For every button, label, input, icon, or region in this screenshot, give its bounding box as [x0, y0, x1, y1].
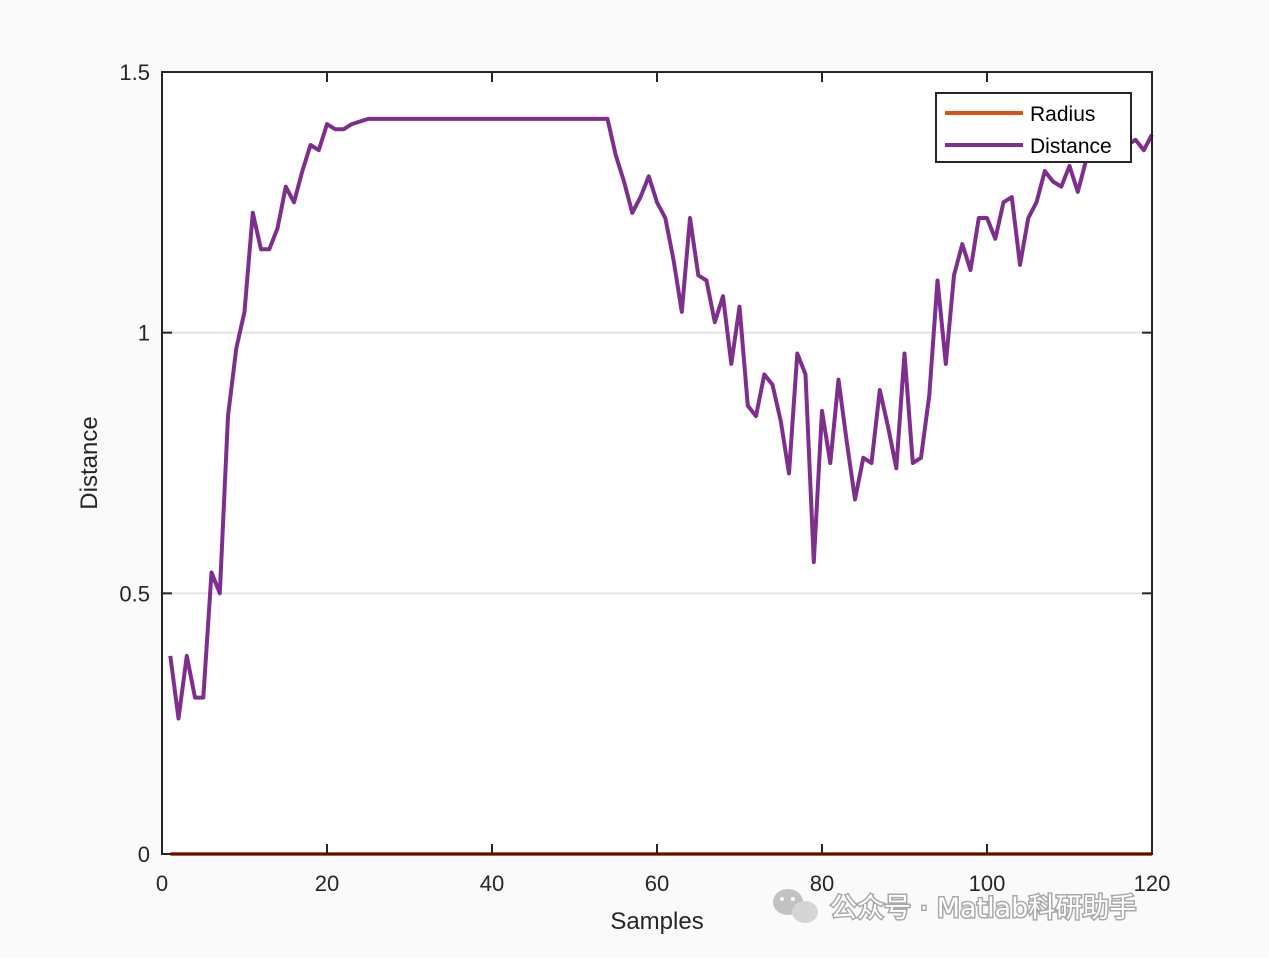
x-tick-label: 60 — [645, 871, 669, 896]
x-tick-label: 80 — [810, 871, 834, 896]
y-tick-label: 1.5 — [119, 60, 150, 85]
plot-area-background — [162, 72, 1152, 854]
tick-marks — [161, 71, 1153, 855]
legend: Radius Distance — [935, 92, 1132, 163]
legend-box — [935, 92, 1132, 163]
series-line-distance — [168, 116, 1154, 721]
y-tick-label: 0.5 — [119, 581, 150, 606]
x-tick-label: 0 — [156, 871, 168, 896]
watermark: 公众号 · Matlab科研助手 — [773, 889, 1138, 926]
tick-labels: 0 0.5 1 1.5 0 20 40 60 80 100 120 — [119, 60, 1170, 896]
x-tick-label: 100 — [969, 871, 1006, 896]
y-tick-label: 0 — [138, 842, 150, 867]
x-tick-label: 40 — [480, 871, 504, 896]
x-tick-label: 120 — [1134, 871, 1171, 896]
watermark-text: 公众号 · Matlab科研助手 — [830, 893, 1136, 924]
y-tick-label: 1 — [138, 321, 150, 346]
y-axis-label: Distance — [76, 416, 103, 509]
legend-label-radius: Radius — [1030, 103, 1095, 126]
wechat-icon — [773, 889, 818, 923]
x-axis-label: Samples — [610, 908, 703, 935]
x-tick-label: 20 — [315, 871, 339, 896]
grid-lines — [162, 331, 1152, 595]
legend-label-distance: Distance — [1030, 135, 1112, 158]
